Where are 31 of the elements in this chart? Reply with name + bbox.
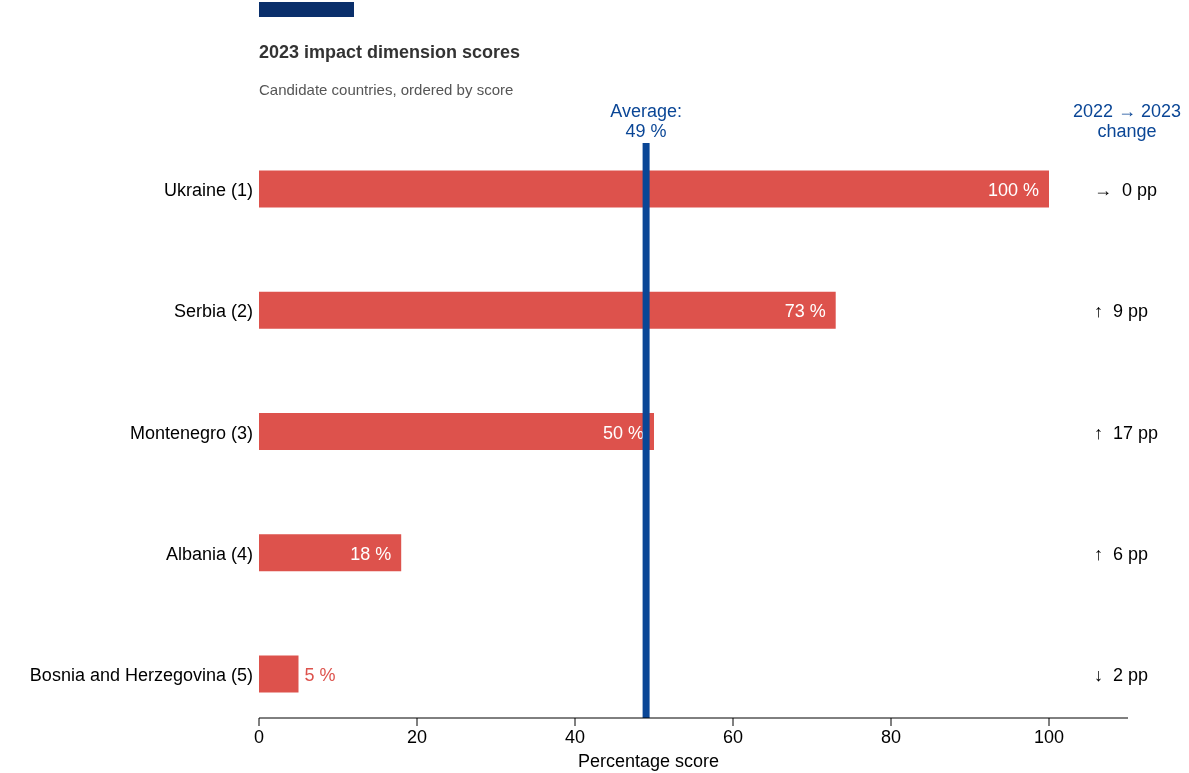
bar [259,291,836,329]
bar [259,170,1049,208]
y-tick-label: Montenegro (3) [129,422,253,443]
x-tick-label: 100 [1033,727,1065,747]
bar [259,534,402,572]
text: 2022 → 2023 change [1072,101,1182,141]
y-tick-label: Serbia (2) [173,301,253,322]
x-axis-title: Percentage score [577,751,720,771]
x-tick-label: 60 [722,727,744,747]
data-label: 18 % [350,543,392,564]
x-tick-label: 20 [406,727,428,747]
y-tick-label: Bosnia and Herzegovina (5) [29,665,253,685]
bar [259,655,299,693]
annotation: ↑ 9 pp [1094,301,1149,322]
y-tick-label: Ukraine (1) [163,180,253,200]
ref-line-label: Average: 49 % [610,101,682,141]
x-tick-label: 80 [880,727,902,747]
annotation: ↑ 6 pp [1094,543,1149,564]
annotation: ↑ 17 pp [1094,422,1159,443]
chart-title: 2023 impact dimension scores [259,42,521,62]
x-tick-label: 0 [253,727,265,747]
x-tick-label: 40 [564,727,586,747]
annotation: → 0 pp [1094,180,1158,200]
y-tick-label: Albania (4) [165,543,253,564]
data-label: 50 % [602,422,644,443]
data-label: 100 % [987,180,1039,200]
data-label: 73 % [784,301,826,322]
chart-subtitle: Candidate countries, ordered by score [259,81,514,98]
bar [259,413,654,450]
data-label: 5 % [304,665,336,685]
annotation: ↓ 2 pp [1094,665,1149,685]
